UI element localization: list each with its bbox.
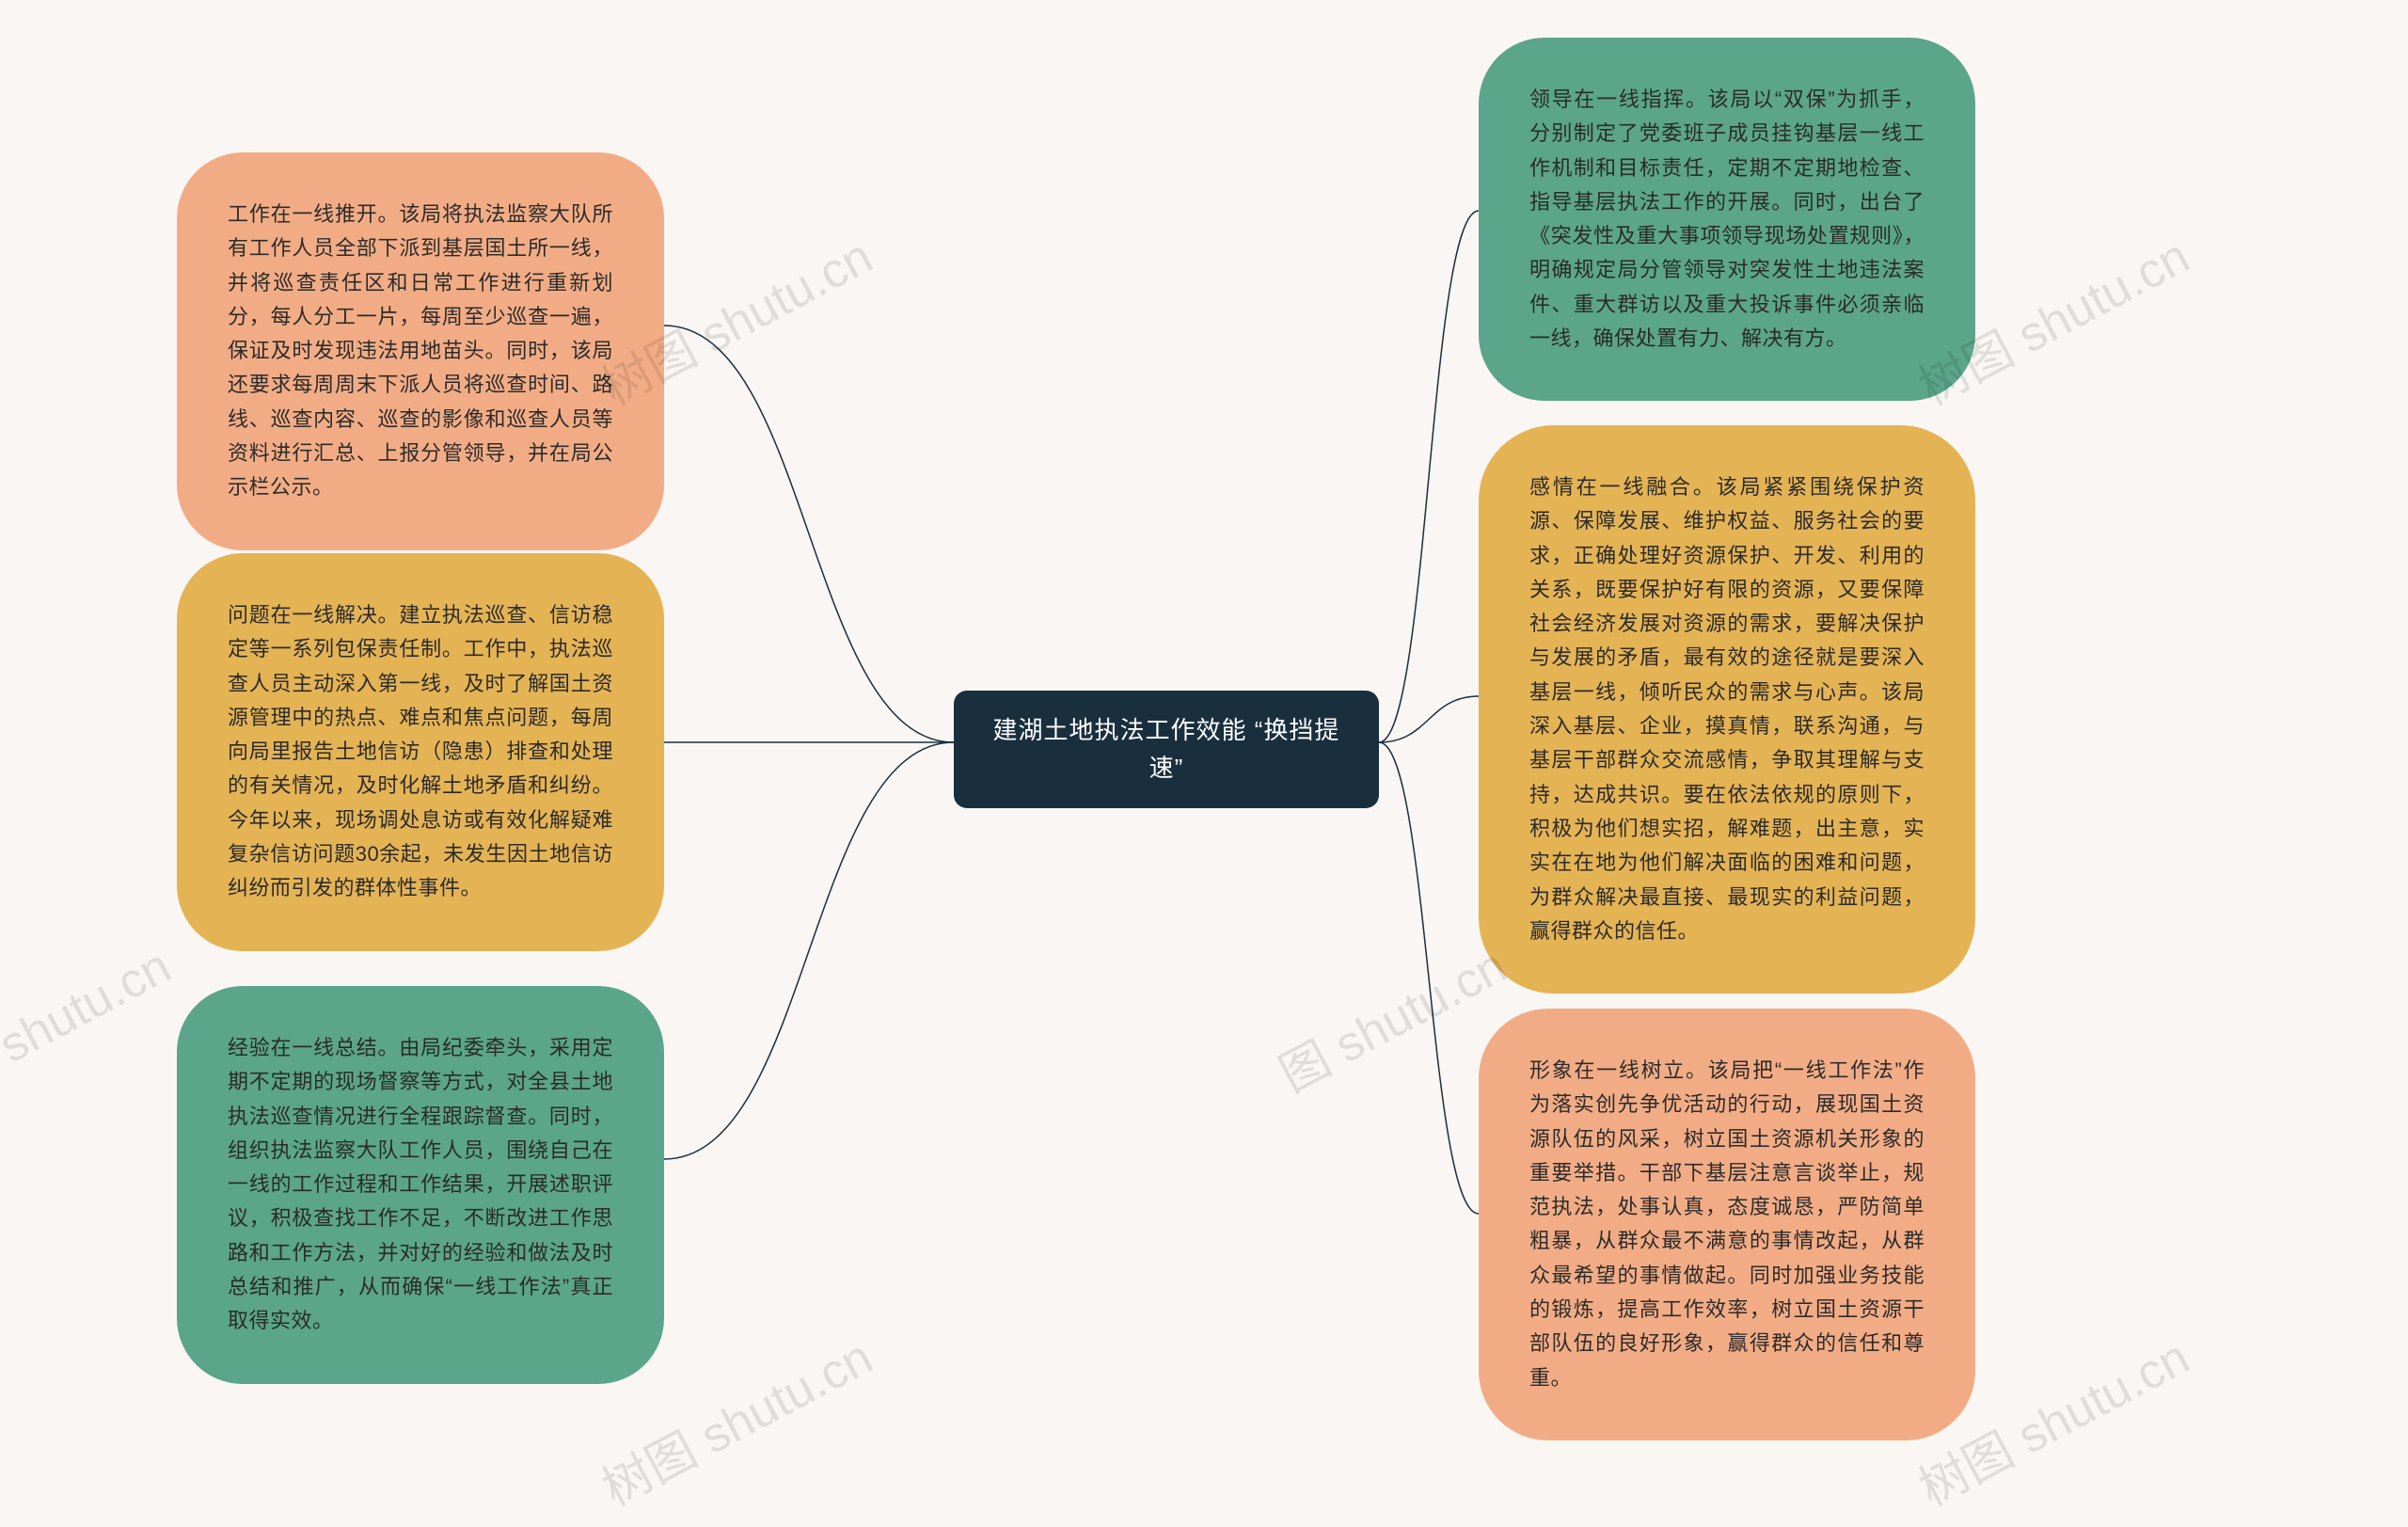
branch-node-right2: 感情在一线融合。该局紧紧围绕保护资源、保障发展、维护权益、服务社会的要求，正确处… [1479,425,1975,994]
branch-node-right3: 形象在一线树立。该局把“一线工作法”作为落实创先争优活动的行动，展现国土资源队伍… [1479,1009,1975,1440]
branch-node-left2: 问题在一线解决。建立执法巡查、信访稳定等一系列包保责任制。工作中，执法巡查人员主… [177,553,664,951]
watermark: 图 shutu.cn [0,927,181,1105]
mindmap-stage: 建湖土地执法工作效能 “换挡提速” 工作在一线推开。该局将执法监察大队所有工作人… [0,0,2408,1527]
branch-node-text: 工作在一线推开。该局将执法监察大队所有工作人员全部下派到基层国土所一线，并将巡查… [228,202,613,499]
connector-right2 [1379,696,1479,742]
connector-left3 [664,742,954,1159]
branch-node-text: 形象在一线树立。该局把“一线工作法”作为落实创先争优活动的行动，展现国土资源队伍… [1529,1058,1925,1390]
branch-node-right1: 领导在一线指挥。该局以“双保”为抓手，分别制定了党委班子成员挂钩基层一线工作机制… [1479,38,1975,401]
branch-node-text: 经验在一线总结。由局纪委牵头，采用定期不定期的现场督察等方式，对全县土地执法巡查… [228,1036,613,1332]
branch-node-text: 问题在一线解决。建立执法巡查、信访稳定等一系列包保责任制。工作中，执法巡查人员主… [228,603,613,899]
branch-node-text: 感情在一线融合。该局紧紧围绕保护资源、保障发展、维护权益、服务社会的要求，正确处… [1529,475,1925,943]
branch-node-left3: 经验在一线总结。由局纪委牵头，采用定期不定期的现场督察等方式，对全县土地执法巡查… [177,986,664,1384]
connector-left1 [664,326,954,742]
center-node-text: 建湖土地执法工作效能 “换挡提速” [993,716,1340,782]
connector-right1 [1379,211,1479,742]
branch-node-text: 领导在一线指挥。该局以“双保”为抓手，分别制定了党委班子成员挂钩基层一线工作机制… [1529,87,1925,350]
branch-node-left1: 工作在一线推开。该局将执法监察大队所有工作人员全部下派到基层国土所一线，并将巡查… [177,152,664,550]
connector-right3 [1379,742,1479,1214]
center-node: 建湖土地执法工作效能 “换挡提速” [954,691,1379,808]
